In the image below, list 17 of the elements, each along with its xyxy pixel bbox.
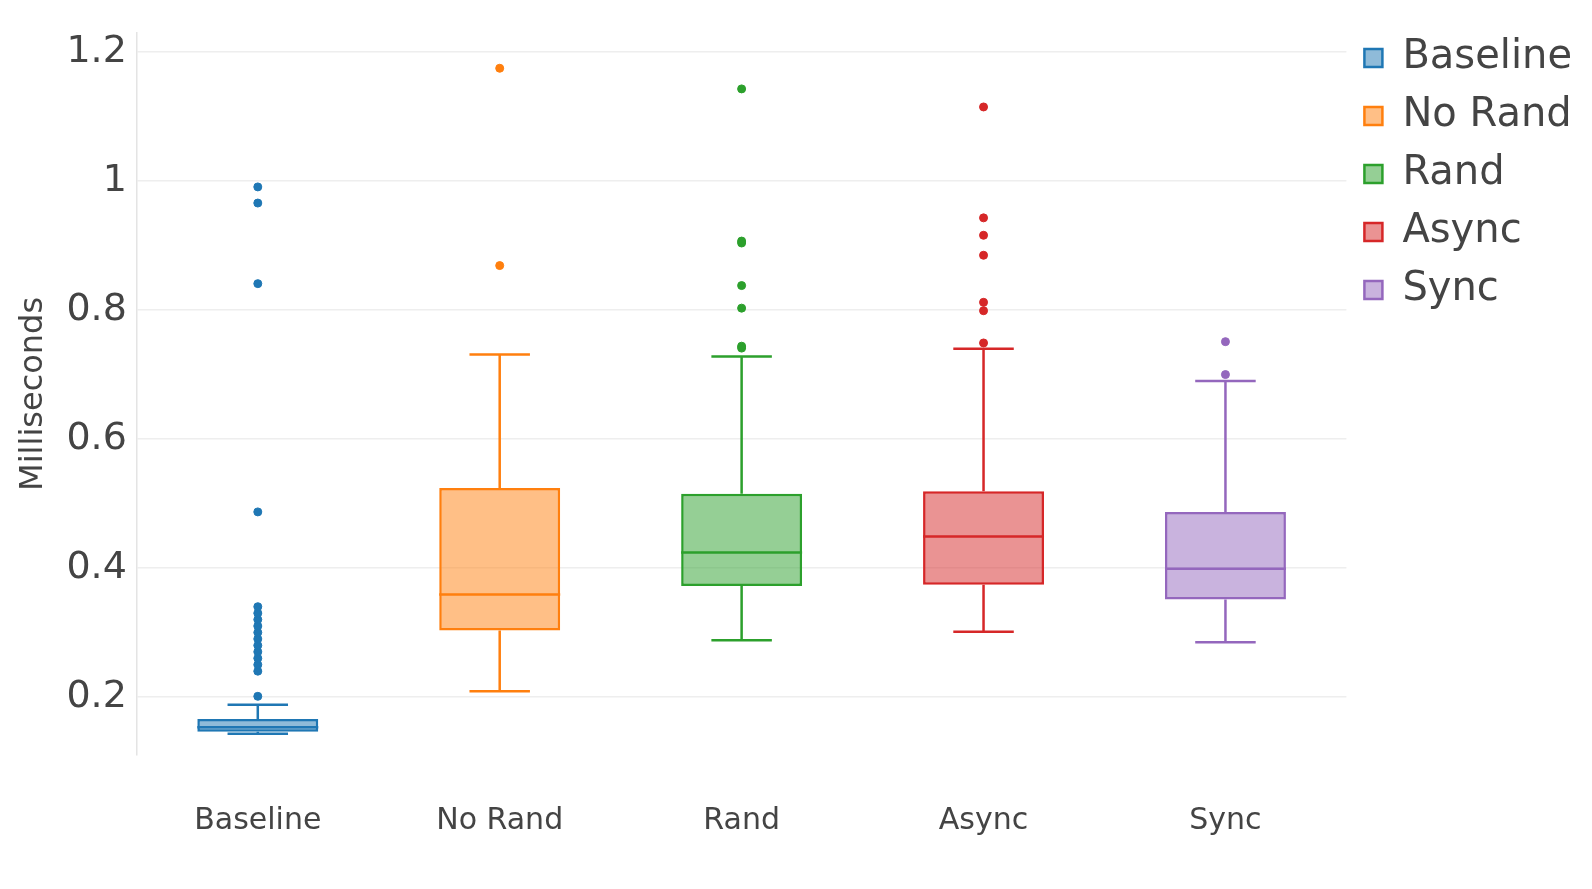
x-tick-label: Rand: [703, 800, 780, 836]
y-axis-title: Milliseconds: [11, 296, 50, 491]
x-tick-label: No Rand: [436, 800, 564, 836]
x-tick-label: Async: [938, 800, 1029, 836]
y-tick-label: 0.8: [66, 284, 127, 329]
y-tick-label: 0.2: [66, 671, 127, 716]
y-tick-label: 1.2: [66, 27, 127, 72]
y-tick-label: 0.4: [66, 542, 127, 587]
y-tick-label: 0.6: [66, 413, 127, 458]
legend-label: Baseline: [1402, 31, 1572, 78]
legend-label: Sync: [1402, 263, 1499, 310]
legend-label: Async: [1402, 205, 1522, 252]
y-tick-label: 1: [102, 155, 127, 200]
x-tick-label: Baseline: [194, 800, 322, 836]
x-tick-label: Sync: [1189, 800, 1262, 836]
legend-label: No Rand: [1402, 89, 1572, 136]
legend-label: Rand: [1402, 147, 1505, 194]
